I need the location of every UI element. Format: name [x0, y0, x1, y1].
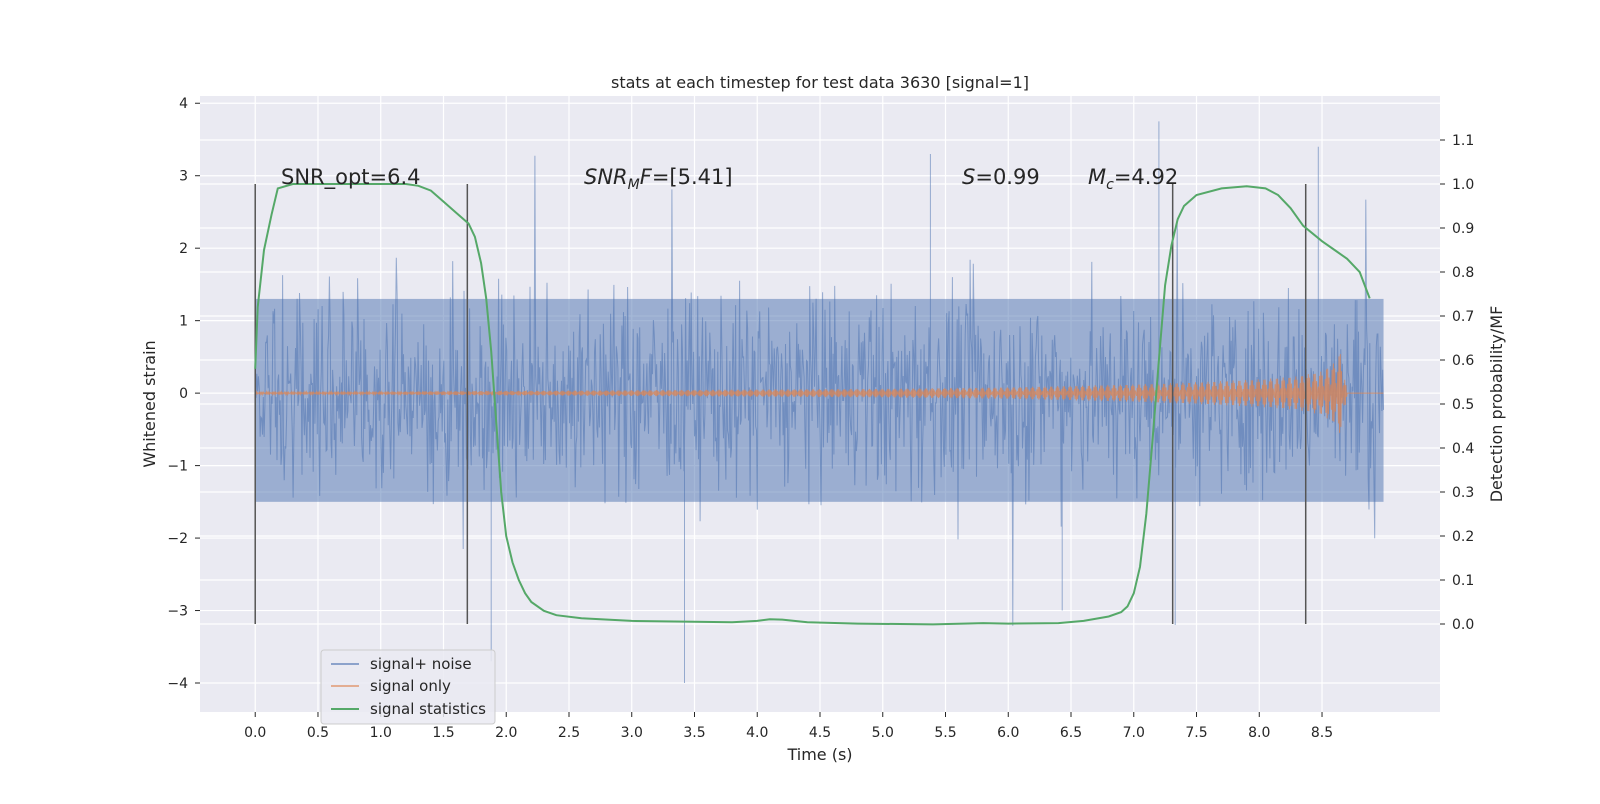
- x-tick-label: 2.5: [558, 725, 580, 741]
- y-tick-label: −3: [167, 604, 188, 620]
- annotation-mc: Mc=4.92: [1088, 165, 1178, 193]
- x-tick-label: 4.0: [746, 725, 768, 741]
- x-tick-label: 8.0: [1248, 725, 1270, 741]
- x-tick-label: 5.5: [934, 725, 956, 741]
- y2-axis-label: Detection probability/MF: [1487, 306, 1506, 503]
- y-tick-label: −1: [167, 459, 188, 475]
- legend-label-signal-noise: signal+ noise: [370, 655, 472, 673]
- y2-tick-label: 0.9: [1452, 221, 1474, 237]
- x-tick-label: 8.5: [1311, 725, 1333, 741]
- x-tick-label: 0.5: [307, 725, 329, 741]
- y-tick-label: 3: [179, 169, 188, 185]
- x-tick-label: 6.5: [1060, 725, 1082, 741]
- series-signal-only: [254, 354, 1384, 433]
- legend-label-signal-only: signal only: [370, 677, 451, 695]
- y2-tick-label: 0.7: [1452, 309, 1474, 325]
- y2-tick-label: 0.4: [1452, 441, 1474, 457]
- signal-noise-line: [254, 121, 1384, 683]
- y-tick-label: −2: [167, 531, 188, 547]
- annotation-snr-mf-value: =[5.41]: [652, 165, 733, 189]
- x-tick-label: 1.0: [370, 725, 392, 741]
- y-tick-label: 4: [179, 96, 188, 112]
- y2-tick-label: 0.1: [1452, 573, 1474, 589]
- y-tick-label: 2: [179, 241, 188, 257]
- y2-tick-label: 0.8: [1452, 265, 1474, 281]
- legend-box: [320, 649, 496, 725]
- series-signal-noise: [254, 121, 1384, 683]
- vertical-markers: [254, 184, 1307, 624]
- chart-title: stats at each timestep for test data 363…: [611, 73, 1029, 92]
- annotation-s: S=0.99: [962, 165, 1040, 189]
- annotation-snr-opt: SNR_opt=6.4: [281, 165, 421, 190]
- x-tick-label: 2.0: [495, 725, 517, 741]
- y-axis-label: Whitened strain: [140, 340, 159, 467]
- legend-label-signal-statistics: signal statistics: [370, 700, 486, 718]
- y2-tick-label: 0.6: [1452, 353, 1474, 369]
- signal-only-line: [254, 354, 1384, 433]
- annotation-mc-subscript: c: [1106, 177, 1114, 193]
- annotation-snr-mf: SNRMF=[5.41]: [584, 165, 733, 193]
- y2-tick-label: 1.0: [1452, 177, 1474, 193]
- x-tick-label: 3.5: [683, 725, 705, 741]
- annotation-snr-mf-symbol: SNR: [584, 165, 628, 189]
- y-tick-label: 1: [179, 314, 188, 330]
- series-signal-statistics: [254, 183, 1371, 626]
- y2-tick-label: 0.3: [1452, 485, 1474, 501]
- y-tick-label: −4: [167, 676, 188, 692]
- annotation-s-symbol: S: [962, 165, 975, 189]
- y2-tick-label: 0.5: [1452, 397, 1474, 413]
- x-axis-ticks: 0.0 0.5 1.0 1.5 2.0 2.5 3.0 3.5 4.0 4.5 5.0 5.5 6.0 6…: [244, 712, 1333, 741]
- x-tick-label: 7.0: [1123, 725, 1145, 741]
- y2-tick-label: 0.2: [1452, 529, 1474, 545]
- x-tick-label: 7.5: [1185, 725, 1207, 741]
- x-tick-label: 5.0: [872, 725, 894, 741]
- annotation-mc-symbol: M: [1088, 165, 1106, 189]
- y2-tick-label: 1.1: [1452, 133, 1474, 149]
- x-tick-label: 0.0: [244, 725, 266, 741]
- y2-axis-ticks: 0.0 0.1 0.2 0.3 0.4 0.5 0.6 0.7 0.8 0.9 1.0 1.1: [1440, 133, 1474, 633]
- x-tick-label: 6.0: [997, 725, 1019, 741]
- annotation-s-value: =0.99: [975, 165, 1039, 189]
- y2-tick-label: 0.0: [1452, 617, 1474, 633]
- y-axis-ticks: 4 3 2 1 0 −1 −2 −3 −4: [167, 96, 200, 692]
- legend: signal+ noise signal only signal statist…: [320, 649, 496, 725]
- annotation-snr-mf-tail: F: [640, 165, 653, 189]
- y-tick-label: 0: [179, 386, 188, 402]
- annotation-snr-mf-subscript: M: [628, 177, 640, 193]
- x-tick-label: 1.5: [432, 725, 454, 741]
- x-tick-label: 4.5: [809, 725, 831, 741]
- x-axis-label: Time (s): [786, 745, 852, 764]
- x-tick-label: 3.0: [621, 725, 643, 741]
- signal-statistics-line: [254, 183, 1371, 626]
- annotation-mc-value: =4.92: [1114, 165, 1178, 189]
